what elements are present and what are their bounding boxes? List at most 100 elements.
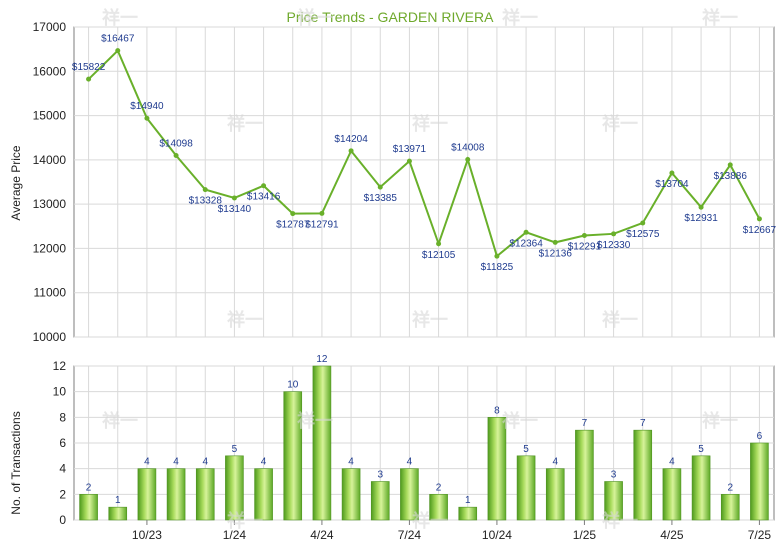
watermark-mark: 祥一 [102,7,138,29]
watermark-mark: 祥一 [297,7,333,29]
price-data-label: $12364 [509,238,543,249]
watermark-mark: 祥一 [297,410,333,432]
transaction-bar [108,506,128,521]
transaction-data-label: 2 [727,482,733,493]
transaction-bar [575,429,594,521]
price-data-label: $16467 [101,34,135,45]
transaction-bar [370,481,390,521]
price-data-label: $12291 [568,242,602,253]
transaction-data-label: 6 [757,431,763,442]
transaction-data-label: 7 [640,418,646,429]
transaction-bar [720,494,740,521]
top-y-tick-label: 14000 [33,153,67,167]
transaction-data-label: 3 [377,470,383,481]
bottom-x-tick-label: 10/23 [132,528,162,542]
transaction-data-label: 4 [407,457,413,468]
transaction-bar [137,468,157,521]
bottom-y-axis-label: No. of Transactions [9,411,23,514]
transaction-bar [254,468,273,521]
price-point [377,184,383,190]
price-point [406,158,412,164]
transaction-data-label: 2 [86,482,92,493]
watermark-mark: 祥一 [412,510,448,532]
transaction-data-label: 4 [669,457,675,468]
watermark-mark: 祥一 [227,510,263,532]
watermark-mark: 祥一 [412,113,448,135]
transaction-data-label: 1 [465,495,471,506]
transaction-bar [79,494,98,521]
watermark-mark: 祥一 [602,113,638,135]
price-point [523,229,529,235]
transaction-bar [516,455,536,521]
price-point [494,253,500,259]
bottom-x-tick-label: 4/24 [310,528,334,542]
price-point [173,153,179,159]
bottom-x-tick-label: 1/25 [573,528,597,542]
transaction-bar [166,468,186,521]
price-data-label: $12136 [539,248,573,259]
price-point [261,183,267,189]
bottom-x-tick-label: 7/25 [748,528,772,542]
top-y-tick-label: 13000 [33,197,67,211]
transaction-data-label: 5 [232,444,238,455]
price-point [698,204,704,210]
transaction-data-label: 4 [348,457,354,468]
watermark-mark: 祥一 [702,7,738,29]
price-data-label: $12791 [305,219,339,230]
transaction-bar [283,391,303,521]
watermark-mark: 祥一 [502,7,538,29]
transaction-bar [604,481,623,521]
transaction-data-label: 7 [582,418,588,429]
price-point [202,187,208,193]
price-point [465,157,471,163]
price-point [640,220,646,226]
transaction-bar [458,506,478,521]
price-data-label: $13704 [655,179,689,190]
bottom-y-tick-label: 10 [53,385,67,399]
bottom-y-tick-label: 12 [53,359,67,373]
transaction-data-label: 1 [115,495,121,506]
transaction-bar [487,417,507,521]
transaction-data-label: 4 [261,457,267,468]
price-point [290,211,296,217]
price-point [436,241,442,247]
price-series-line [87,48,761,258]
price-data-label: $12667 [743,225,777,236]
transaction-data-label: 4 [202,457,208,468]
transaction-data-label: 10 [287,380,299,391]
price-point [231,195,237,201]
top-y-tick-label: 12000 [33,241,67,255]
watermark-mark: 祥一 [502,410,538,432]
top-y-tick-label: 11000 [34,286,67,300]
bottom-x-tick-label: 7/24 [398,528,422,542]
watermark-mark: 祥一 [602,309,638,331]
price-data-label: $12931 [684,213,718,224]
transaction-data-label: 12 [316,354,328,365]
price-data-label: $14098 [159,139,193,150]
price-data-label: $15822 [72,62,106,73]
bottom-y-tick-label: 0 [59,513,66,527]
price-point [669,170,675,176]
bottom-y-tick-label: 8 [59,410,66,424]
transaction-bar [750,442,769,521]
transaction-data-label: 8 [494,405,500,416]
chart-title: Price Trends - GARDEN RIVERA [287,9,495,25]
transaction-data-label: 5 [523,444,529,455]
watermark-mark: 祥一 [102,410,138,432]
price-point [348,148,354,154]
price-data-label: $14204 [334,134,368,145]
top-plot-frame [73,26,775,338]
transaction-data-label: 4 [552,457,558,468]
price-data-label: $12575 [626,229,660,240]
price-data-label: $14008 [451,143,485,154]
bottom-transactions-chart: 0 2 4 6 8 10 12 2 1 4 4 4 5 4 10 12 4 3 4 2 1 8 5 4 7 3 7 4 5 2 6 10/23… [53,354,775,542]
price-data-label: $13328 [189,196,223,207]
watermark-mark: 祥一 [602,510,638,532]
bottom-y-tick-label: 4 [59,462,66,476]
price-data-label: $14940 [130,101,164,112]
bottom-x-tick-label: 10/24 [482,528,512,542]
top-y-tick-label: 10000 [33,330,67,344]
top-price-chart: 10000 11000 12000 13000 14000 15000 16000 17000… [33,20,777,344]
